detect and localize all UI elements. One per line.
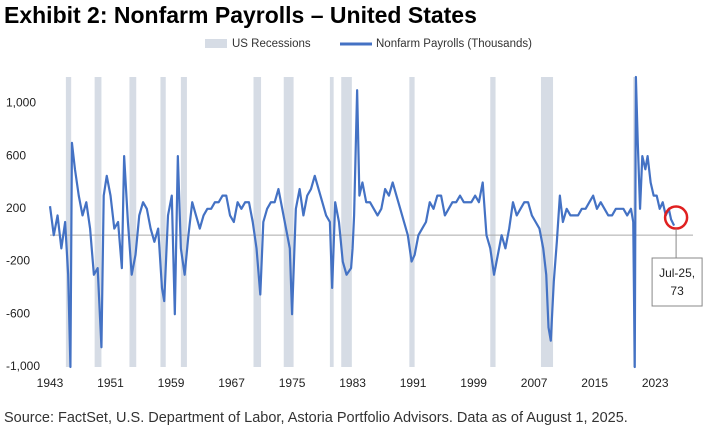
y-tick-label: -1,000 xyxy=(6,359,40,373)
legend-recession-swatch xyxy=(205,39,227,48)
annotation-value: 73 xyxy=(670,284,684,298)
recession-band xyxy=(329,77,334,367)
y-tick-label: -200 xyxy=(6,254,30,268)
recession-band xyxy=(65,77,72,367)
legend-series: Nonfarm Payrolls (Thousands) xyxy=(376,38,532,50)
y-tick-label: -600 xyxy=(6,306,30,320)
y-tick-label: 600 xyxy=(6,148,26,162)
source: Source: FactSet, U.S. Department of Labo… xyxy=(4,410,628,426)
x-tick-label: 2015 xyxy=(581,376,608,390)
recession-band xyxy=(129,77,137,367)
x-tick-label: 2007 xyxy=(521,376,548,390)
x-tick-label: 1967 xyxy=(218,376,245,390)
legend-recession: US Recessions xyxy=(232,38,311,50)
recession-band xyxy=(283,77,294,367)
recession-band xyxy=(160,77,166,367)
x-tick-label: 1959 xyxy=(158,376,185,390)
annotation-circle xyxy=(663,205,689,230)
x-tick-label: 2023 xyxy=(642,376,669,390)
recession-band xyxy=(180,77,187,367)
recession-band xyxy=(253,77,262,367)
annotation-label: Jul-25, xyxy=(659,266,695,280)
x-tick-label: 1943 xyxy=(37,376,64,390)
y-tick-label: 1,000 xyxy=(6,96,36,110)
annotation-box xyxy=(651,257,703,307)
chart-title: Exhibit 2: Nonfarm Payrolls – United Sta… xyxy=(4,2,477,28)
x-tick-label: 1999 xyxy=(460,376,487,390)
recession-band xyxy=(341,77,352,367)
recession-band xyxy=(490,77,496,367)
x-tick-label: 1951 xyxy=(97,376,124,390)
series-line xyxy=(48,75,676,369)
recession-band xyxy=(409,77,415,367)
x-tick-label: 1983 xyxy=(339,376,366,390)
recession-band xyxy=(540,77,554,367)
y-tick-label: 200 xyxy=(6,201,26,215)
x-tick-label: 1991 xyxy=(400,376,427,390)
recession-band xyxy=(94,77,102,367)
x-tick-label: 1975 xyxy=(279,376,306,390)
